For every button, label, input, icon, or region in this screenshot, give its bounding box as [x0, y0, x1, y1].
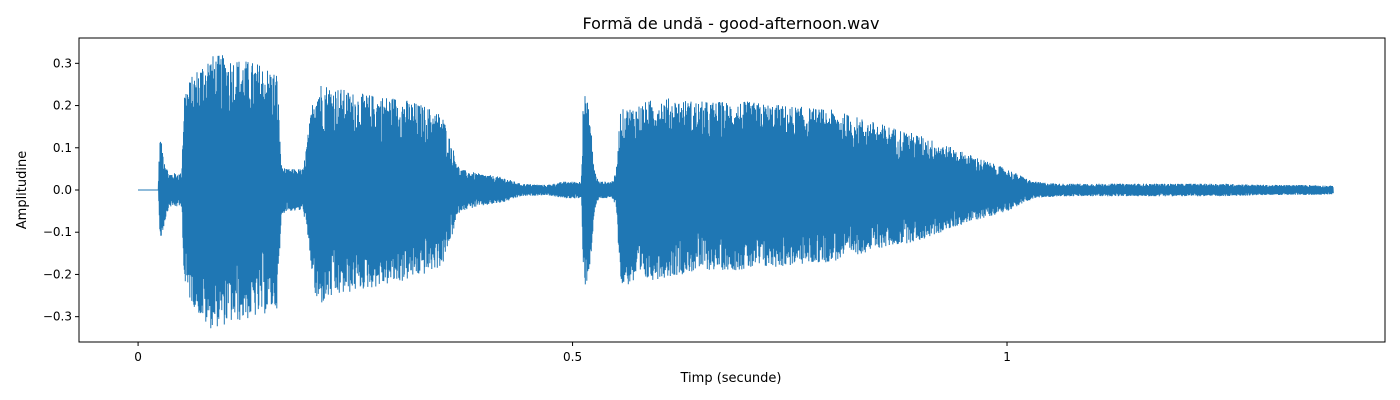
series-waveform [138, 55, 1334, 329]
chart-title: Formă de undă - good-afternoon.wav [582, 14, 879, 33]
x-axis: 0 0.5 1 [134, 342, 1011, 364]
x-tick-label: 0 [134, 350, 142, 364]
x-axis-label: Timp (secunde) [680, 371, 782, 386]
y-tick-label: −0.1 [43, 225, 72, 239]
y-tick-label: −0.3 [43, 310, 72, 324]
x-tick-label: 0.5 [563, 350, 582, 364]
y-tick-label: 0.0 [53, 183, 72, 197]
y-tick-label: 0.3 [53, 56, 72, 70]
plot-area [78, 37, 1386, 343]
y-tick-label: 0.2 [53, 99, 72, 113]
y-axis: −0.3 −0.2 −0.1 0.0 0.1 0.2 0.3 [43, 56, 79, 324]
waveform-line [138, 55, 1334, 329]
y-tick-label: −0.2 [43, 267, 72, 281]
x-tick-label: 1 [1003, 350, 1011, 364]
y-axis-label: Amplitudine [15, 151, 30, 229]
y-tick-label: 0.1 [53, 141, 72, 155]
